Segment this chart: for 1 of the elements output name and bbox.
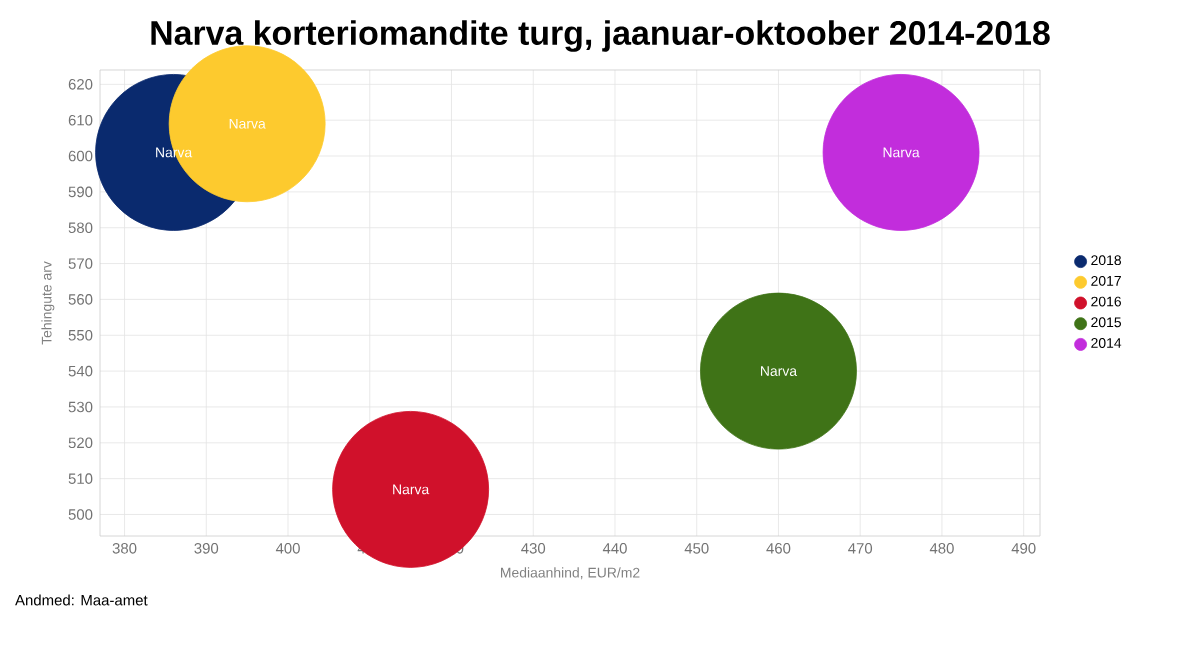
chart-title: Narva korteriomandite turg, jaanuar-oktoober 2014-2018: [151, 20, 1050, 52]
